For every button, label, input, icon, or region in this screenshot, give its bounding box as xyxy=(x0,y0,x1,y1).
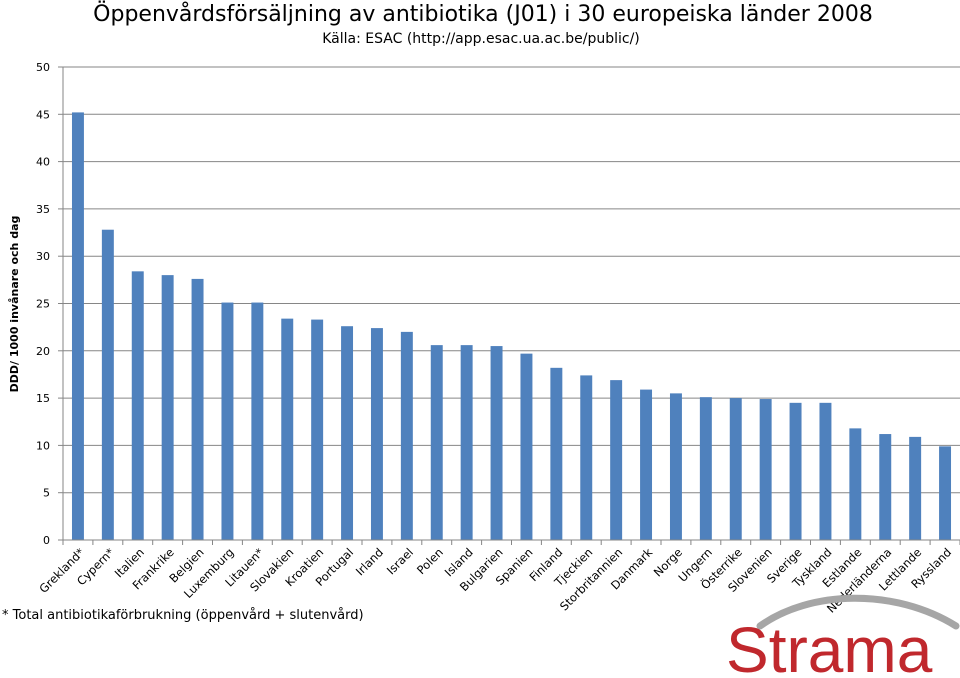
bar xyxy=(251,302,264,540)
y-tick-label: 25 xyxy=(36,298,50,311)
y-tick-label: 0 xyxy=(43,534,50,547)
bar xyxy=(131,271,144,540)
bar xyxy=(161,275,174,540)
x-tick-label: Israel xyxy=(384,545,416,577)
bar xyxy=(909,436,922,540)
chart-subtitle: Källa: ESAC (http://app.esac.ua.ac.be/pu… xyxy=(322,31,640,47)
y-tick-label: 35 xyxy=(36,203,50,216)
bar xyxy=(610,380,623,540)
bar xyxy=(939,446,952,540)
bar xyxy=(550,367,563,540)
bar xyxy=(640,389,653,540)
bar xyxy=(71,112,84,541)
y-axis-label: DDD/ 1000 invånare och dag xyxy=(8,216,21,393)
footnote: * Total antibiotikaförbrukning (öppenvår… xyxy=(2,608,364,623)
bar xyxy=(819,402,832,540)
logo-swoosh xyxy=(756,594,960,630)
y-tick-label: 50 xyxy=(36,61,50,74)
y-axis-ticks: 0 5 10 15 20 25 30 35 40 45 50 xyxy=(36,61,63,547)
y-tick-label: 5 xyxy=(43,487,50,500)
bar xyxy=(400,331,413,540)
bar xyxy=(101,229,114,540)
bar xyxy=(460,345,473,540)
bar xyxy=(879,434,892,540)
y-tick-label: 10 xyxy=(36,439,50,452)
bar xyxy=(759,399,772,540)
bar xyxy=(849,428,862,540)
bar xyxy=(311,319,324,540)
y-tick-label: 15 xyxy=(36,392,50,405)
bar xyxy=(789,402,802,540)
gridlines xyxy=(63,66,960,494)
y-tick-label: 30 xyxy=(36,250,50,263)
bar xyxy=(341,326,354,540)
y-tick-label: 40 xyxy=(36,156,50,169)
bar xyxy=(370,328,383,540)
bar xyxy=(281,318,294,540)
bar xyxy=(669,393,682,540)
bar xyxy=(430,345,443,540)
strama-logo: Strama xyxy=(726,594,960,678)
y-tick-label: 20 xyxy=(36,345,50,358)
bar xyxy=(580,375,593,540)
bar xyxy=(490,346,503,540)
bar xyxy=(729,398,742,540)
y-tick-label: 45 xyxy=(36,108,50,121)
bar xyxy=(520,353,533,540)
x-tick-label: Irland xyxy=(353,545,386,578)
chart-title: Öppenvårdsförsäljning av antibiotika (J0… xyxy=(93,2,873,27)
x-tick-label: Grekland* xyxy=(36,545,87,596)
logo-text: Strama xyxy=(726,614,933,678)
bars xyxy=(71,112,952,541)
bar xyxy=(221,302,234,540)
bar xyxy=(191,278,204,540)
bar xyxy=(699,397,712,540)
x-tick-label: Polen xyxy=(414,545,446,577)
